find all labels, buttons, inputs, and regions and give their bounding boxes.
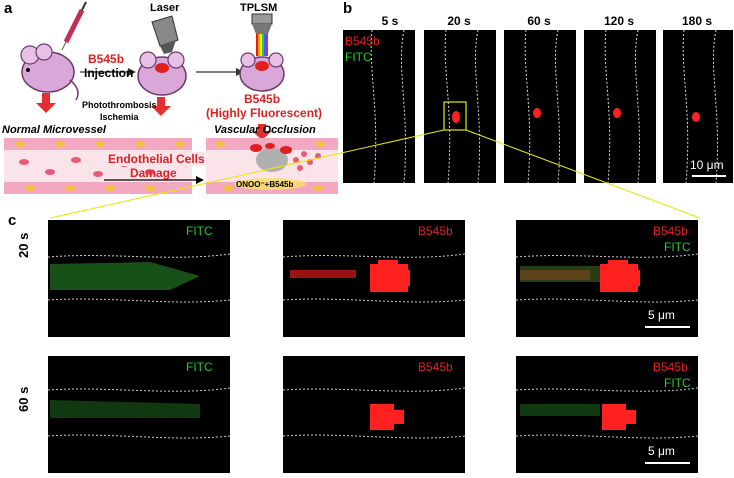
laser-label: Laser <box>150 2 180 14</box>
normal-microvessel-drawing <box>4 138 192 194</box>
arrow-down-icon <box>36 93 56 113</box>
microscope-objective-icon <box>251 13 273 56</box>
legend-fitc: FITC <box>345 50 372 64</box>
merge-b545b-label-r2: B545b <box>653 360 688 374</box>
fitc-label-r2: FITC <box>186 360 213 374</box>
b545b-label-r2: B545b <box>418 360 453 374</box>
damage-line1-label: Endothelial Cells <box>108 152 205 166</box>
clot-mark <box>692 112 700 122</box>
zoom-box <box>443 101 467 131</box>
damage-line2-label: Damage <box>130 166 177 180</box>
scale-bar-label-r1: 5 μm <box>648 308 675 322</box>
merge-fitc-label-r1: FITC <box>664 240 691 254</box>
syringe-icon <box>61 1 87 51</box>
scale-bar-label-r2: 5 μm <box>648 444 675 458</box>
fitc-label-r1: FITC <box>186 224 213 238</box>
clot-mark <box>613 108 621 118</box>
merge-b545b-label-r1: B545b <box>653 224 688 238</box>
arrow-right-icon <box>128 68 136 76</box>
time-label-60s: 60 s <box>527 14 551 28</box>
laser-icon <box>151 15 179 54</box>
arrow-down-icon <box>252 124 272 140</box>
mouse-icon <box>239 52 285 92</box>
mouse-icon <box>20 43 79 101</box>
photothrombosis-label: Photothrombosis <box>82 100 157 110</box>
tplsm-label: TPLSM <box>240 2 278 14</box>
clot-mark <box>452 111 460 123</box>
panel-b-label: b <box>343 0 353 17</box>
legend-b545b: B545b <box>345 34 380 48</box>
mouse-icon <box>137 51 187 96</box>
scale-bar-label-b: 10 μm <box>690 158 724 172</box>
time-label-180s: 180 s <box>681 14 713 28</box>
b545b-label-r1: B545b <box>418 224 453 238</box>
vascular-occlusion-label: Vascular Occlusion <box>214 124 316 136</box>
panel-a-label: a <box>4 0 13 17</box>
arrow-down-icon <box>151 97 171 116</box>
result-sub-label: (Highly Fluorescent) <box>206 106 323 120</box>
result-probe-label: B545b <box>244 92 281 106</box>
arrow-right-icon <box>196 176 204 184</box>
time-label-20s: 20 s <box>447 14 471 28</box>
merge-fitc-label-r2: FITC <box>664 376 691 390</box>
panel-b-frames <box>49 29 733 219</box>
onoo-label: ONOO⁻+B545b <box>236 180 294 189</box>
time-label-5s: 5 s <box>381 14 399 28</box>
panel-a-schematic <box>4 1 338 194</box>
clot-mark <box>533 108 541 118</box>
occluded-vessel-drawing <box>206 138 338 194</box>
time-label-120s: 120 s <box>603 14 635 28</box>
probe-label: B545b <box>88 52 125 66</box>
panel-c-label: c <box>8 212 17 229</box>
injection-label: Injection <box>84 66 134 80</box>
ischemia-label: Ischemia <box>100 112 139 122</box>
normal-microvessel-label: Normal Microvessel <box>2 124 106 136</box>
